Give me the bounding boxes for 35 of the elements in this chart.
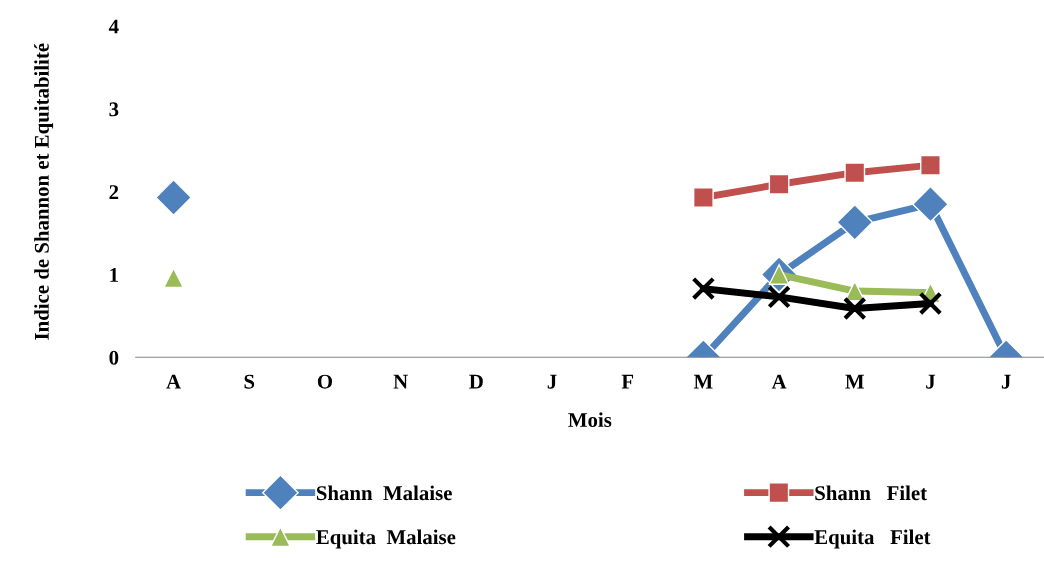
point — [692, 187, 714, 208]
point — [768, 173, 790, 195]
point — [918, 291, 943, 316]
point — [842, 296, 867, 321]
x-tick-label: F — [621, 374, 634, 389]
x-tick-label: M — [845, 374, 865, 389]
x-tick-label: A — [771, 374, 787, 389]
y-tick-label: 0 — [109, 350, 119, 365]
point — [844, 162, 866, 184]
point — [163, 267, 184, 289]
x-axis-title: Mois — [568, 412, 612, 427]
legend-label: Shann Filet — [815, 485, 928, 501]
x-tick-label: M — [693, 374, 713, 389]
point — [691, 276, 716, 301]
point — [912, 185, 949, 223]
point — [836, 203, 874, 241]
x-tick-label: N — [393, 374, 408, 389]
x-tick-label: J — [1001, 374, 1011, 389]
legend-label: Equita Malaise — [316, 529, 456, 549]
legend-label: Shann Malaise — [316, 485, 452, 501]
y-tick-label: 1 — [110, 268, 118, 282]
y-tick-label: 3 — [109, 102, 119, 117]
x-tick-label: D — [469, 374, 483, 389]
point — [155, 179, 192, 216]
y-tick-label: 4 — [108, 19, 119, 34]
x-tick-label: O — [317, 374, 333, 389]
legend-label: Equita Filet — [814, 529, 931, 549]
x-tick-label: S — [244, 374, 255, 389]
x-tick-label: J — [547, 374, 557, 389]
point — [920, 154, 941, 176]
y-tick-label: 2 — [109, 185, 119, 199]
x-tick-label: J — [926, 374, 936, 389]
y-axis-title: Indice de Shannon et Equitabilité — [34, 43, 54, 340]
point — [767, 285, 791, 309]
x-tick-label: A — [166, 374, 181, 389]
